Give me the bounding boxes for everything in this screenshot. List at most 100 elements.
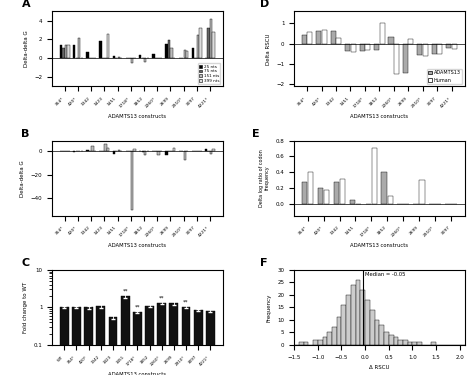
Bar: [133, 149, 136, 151]
Bar: [165, 151, 168, 154]
Legend: 25 nts, 75 nts, 151 nts, 399 nts: 25 nts, 75 nts, 151 nts, 399 nts: [198, 63, 220, 84]
Bar: [206, 310, 215, 375]
Bar: [96, 306, 105, 375]
Y-axis label: Fold change to WT: Fold change to WT: [23, 282, 28, 333]
Bar: [324, 190, 329, 204]
Bar: [145, 306, 154, 375]
Bar: [334, 183, 339, 204]
Bar: [419, 180, 425, 204]
Bar: [199, 28, 201, 58]
Bar: [63, 48, 64, 58]
Bar: [168, 40, 170, 58]
Bar: [398, 340, 403, 345]
Text: **: **: [159, 295, 164, 300]
Bar: [60, 308, 69, 375]
Bar: [412, 342, 417, 345]
Bar: [107, 148, 109, 151]
Bar: [446, 44, 451, 48]
Bar: [393, 338, 398, 345]
Bar: [65, 45, 67, 58]
Bar: [139, 55, 141, 58]
Bar: [318, 340, 322, 345]
Bar: [374, 44, 379, 50]
Bar: [113, 151, 115, 154]
Text: **: **: [135, 305, 140, 310]
Legend: ADAMTS13, Human: ADAMTS13, Human: [427, 69, 462, 84]
Bar: [365, 300, 370, 345]
Text: A: A: [21, 0, 30, 9]
Bar: [144, 151, 146, 154]
Bar: [374, 320, 379, 345]
Bar: [438, 44, 442, 54]
Bar: [316, 30, 321, 44]
Bar: [360, 290, 365, 345]
Bar: [360, 44, 365, 51]
Y-axis label: Delta log ratio of codon
frequency: Delta log ratio of codon frequency: [259, 149, 270, 207]
Bar: [380, 24, 384, 44]
Bar: [322, 30, 327, 44]
Bar: [370, 310, 374, 345]
Bar: [182, 307, 191, 375]
Bar: [113, 56, 115, 58]
Bar: [394, 44, 399, 74]
Bar: [72, 308, 81, 375]
Bar: [389, 335, 393, 345]
Bar: [331, 30, 336, 44]
Bar: [313, 340, 318, 345]
Bar: [389, 37, 393, 44]
Bar: [322, 338, 327, 345]
Bar: [104, 144, 107, 151]
Text: F: F: [260, 258, 267, 268]
Bar: [408, 342, 412, 345]
Y-axis label: Frequency: Frequency: [267, 293, 272, 322]
Bar: [302, 182, 308, 204]
Text: D: D: [260, 0, 269, 9]
Bar: [170, 303, 178, 375]
Bar: [86, 150, 89, 151]
Bar: [345, 44, 350, 51]
Bar: [365, 44, 370, 50]
Bar: [308, 172, 313, 204]
Bar: [403, 44, 408, 73]
Bar: [212, 149, 215, 151]
Bar: [157, 151, 160, 155]
Bar: [337, 318, 341, 345]
Bar: [409, 39, 413, 44]
Bar: [107, 34, 109, 58]
X-axis label: ADAMTS13 constructs: ADAMTS13 constructs: [108, 372, 166, 375]
X-axis label: ADAMTS13 constructs: ADAMTS13 constructs: [350, 243, 409, 248]
Bar: [212, 32, 215, 58]
Bar: [332, 327, 337, 345]
Bar: [171, 48, 173, 58]
Bar: [382, 172, 387, 204]
Text: **: **: [122, 289, 128, 294]
Bar: [210, 151, 212, 154]
Bar: [118, 150, 120, 151]
Y-axis label: Delta-delta G: Delta-delta G: [20, 160, 25, 196]
Bar: [351, 285, 356, 345]
Bar: [318, 188, 323, 204]
Bar: [186, 51, 189, 58]
Bar: [372, 148, 377, 204]
Bar: [165, 44, 168, 58]
Bar: [302, 34, 307, 44]
Bar: [423, 44, 428, 56]
Bar: [350, 200, 355, 204]
Bar: [100, 41, 102, 58]
Bar: [78, 38, 81, 58]
Bar: [131, 58, 133, 63]
X-axis label: ADAMTS13 constructs: ADAMTS13 constructs: [350, 114, 409, 119]
X-axis label: ADAMTS13 constructs: ADAMTS13 constructs: [108, 114, 166, 119]
Bar: [303, 342, 308, 345]
Bar: [192, 48, 194, 58]
Bar: [121, 296, 129, 375]
Bar: [118, 57, 120, 58]
X-axis label: ADAMTS13 constructs: ADAMTS13 constructs: [108, 243, 166, 248]
Bar: [388, 196, 393, 204]
Bar: [418, 44, 422, 55]
Bar: [197, 35, 199, 58]
Bar: [417, 342, 422, 345]
Bar: [307, 32, 312, 44]
Bar: [60, 45, 62, 58]
Bar: [144, 58, 146, 62]
